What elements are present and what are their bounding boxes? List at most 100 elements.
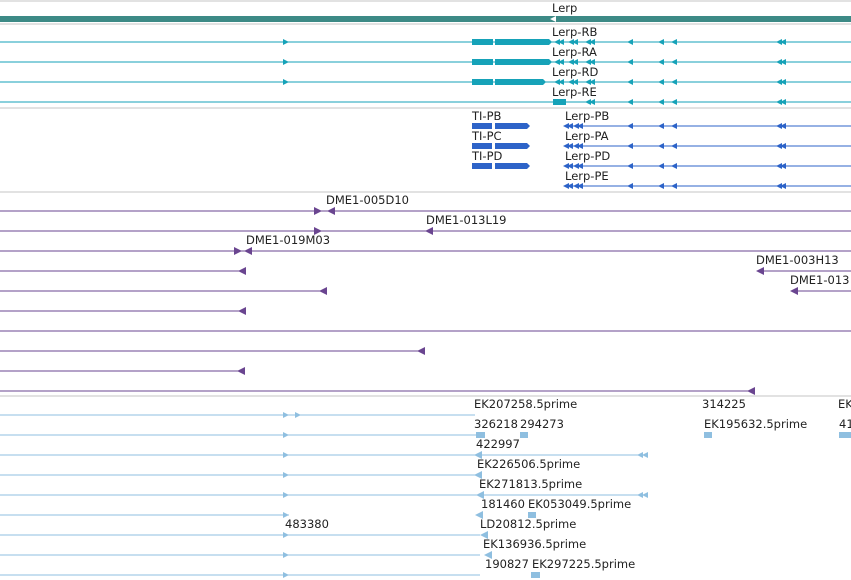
- exon-arrow: [568, 39, 574, 45]
- cds-arrow: [573, 123, 579, 129]
- exon-block: [495, 79, 546, 85]
- est-end: [484, 551, 492, 559]
- feature-label-lerp-pe[interactable]: Lerp-PE: [565, 169, 609, 183]
- utr-arrow: [554, 79, 560, 85]
- est-arrow: [283, 472, 289, 478]
- exon-arrow: [572, 79, 578, 85]
- exon-arrow: [627, 59, 633, 65]
- exon-arrow: [585, 59, 591, 65]
- clone-end: [425, 227, 433, 235]
- exon-arrow: [658, 99, 664, 105]
- cds-arrow: [780, 143, 786, 149]
- clone-label-dme1-003h13[interactable]: DME1-003H13: [756, 253, 839, 267]
- exon-arrow: [589, 39, 595, 45]
- exon-arrow: [671, 99, 677, 105]
- exon-arrow: [585, 79, 591, 85]
- exon-arrow: [658, 79, 664, 85]
- cds-arrow: [627, 123, 633, 129]
- exon-block: [553, 99, 566, 105]
- transcript-label-lerp-ra[interactable]: Lerp-RA: [552, 45, 597, 59]
- cds-arrow: [671, 123, 677, 129]
- est-label-190827[interactable]: 190827: [485, 557, 529, 571]
- clone-label-dme1-019m03[interactable]: DME1-019M03: [246, 233, 331, 247]
- exon-arrow: [585, 99, 591, 105]
- est-label-ek136936[interactable]: EK136936.5prime: [483, 537, 587, 551]
- cds-arrow: [658, 143, 664, 149]
- cds-arrow: [563, 123, 569, 129]
- exon-arrow: [568, 79, 574, 85]
- clone-end: [747, 387, 755, 395]
- clone-end: [417, 347, 425, 355]
- est-label-422997[interactable]: 422997: [476, 437, 520, 451]
- cds-block: [472, 123, 492, 129]
- clone-label-dme1-013l19[interactable]: DME1-013L19: [426, 213, 507, 227]
- cds-arrow: [671, 143, 677, 149]
- cds-arrow: [776, 123, 782, 129]
- est-arrow: [283, 452, 289, 458]
- feature-label-ti-pc[interactable]: TI-PC: [472, 129, 502, 143]
- est-label-483380[interactable]: 483380: [285, 517, 329, 531]
- exon-arrow: [658, 59, 664, 65]
- transcript-label-lerp-rb[interactable]: Lerp-RB: [552, 25, 598, 39]
- cds-block: [472, 163, 492, 169]
- cds-arrow: [573, 183, 579, 189]
- exon-block: [472, 59, 493, 65]
- est-label-ek297225[interactable]: EK297225.5prime: [532, 557, 636, 571]
- est-label-ek195632[interactable]: EK195632.5prime: [704, 417, 808, 431]
- est-arrow: [283, 572, 289, 578]
- cds-arrow: [577, 183, 583, 189]
- cds-arrow: [577, 143, 583, 149]
- est-label-41-partial[interactable]: 41: [839, 417, 851, 431]
- est-label-294273[interactable]: 294273: [520, 417, 564, 431]
- est-label-ek271813[interactable]: EK271813.5prime: [479, 477, 583, 491]
- cds-arrow: [671, 163, 677, 169]
- cds-arrow: [780, 123, 786, 129]
- cds-block: [495, 143, 530, 149]
- exon-block: [472, 39, 493, 45]
- cds-arrow: [627, 183, 633, 189]
- clone-end: [314, 207, 322, 215]
- exon-arrow: [671, 39, 677, 45]
- clone-label-dme1-005d10[interactable]: DME1-005D10: [326, 193, 409, 207]
- feature-label-ti-pb[interactable]: TI-PB: [472, 109, 502, 123]
- est-arrow: [283, 412, 289, 418]
- est-label-ek053049[interactable]: EK053049.5prime: [528, 497, 632, 511]
- clone-label-dme1-013[interactable]: DME1-013: [790, 273, 850, 287]
- est-arrow: [283, 432, 289, 438]
- exon-arrow: [780, 79, 786, 85]
- feature-label-lerp-pb[interactable]: Lerp-PB: [565, 109, 610, 123]
- est-label-ld20812[interactable]: LD20812.5prime: [480, 517, 577, 531]
- cds-arrow: [573, 163, 579, 169]
- clone-end: [790, 287, 798, 295]
- exon-arrow: [568, 59, 574, 65]
- cds-arrow: [627, 143, 633, 149]
- feature-label-lerp-pa[interactable]: Lerp-PA: [565, 129, 609, 143]
- feature-label-lerp-pd[interactable]: Lerp-PD: [565, 149, 611, 163]
- est-label-ek-partial[interactable]: EK: [838, 397, 851, 411]
- transcript-label-lerp-rd[interactable]: Lerp-RD: [552, 65, 599, 79]
- est-label-181460[interactable]: 181460: [481, 497, 525, 511]
- gene-label-lerp[interactable]: Lerp: [552, 1, 578, 15]
- exon-arrow: [671, 59, 677, 65]
- est-label-314225[interactable]: 314225: [702, 397, 746, 411]
- cds-arrow: [658, 123, 664, 129]
- exon-arrow: [589, 59, 595, 65]
- clone-end: [319, 287, 327, 295]
- cds-arrow: [573, 143, 579, 149]
- clone-end: [238, 307, 246, 315]
- est-label-ek207258[interactable]: EK207258.5prime: [474, 397, 578, 411]
- est-label-ek226506[interactable]: EK226506.5prime: [477, 457, 581, 471]
- clone-end: [244, 247, 252, 255]
- exon-arrow: [627, 39, 633, 45]
- transcript-label-lerp-re[interactable]: Lerp-RE: [552, 85, 597, 99]
- feature-label-ti-pd[interactable]: TI-PD: [472, 149, 503, 163]
- clone-end: [238, 267, 246, 275]
- est-arrow: [283, 492, 289, 498]
- est-block: [476, 432, 485, 438]
- cds-arrow: [577, 123, 583, 129]
- exon-arrow: [589, 79, 595, 85]
- cds-arrow: [567, 183, 573, 189]
- est-label-326218[interactable]: 326218: [474, 417, 518, 431]
- strand-arrow: [283, 39, 289, 45]
- exon-block: [495, 39, 552, 45]
